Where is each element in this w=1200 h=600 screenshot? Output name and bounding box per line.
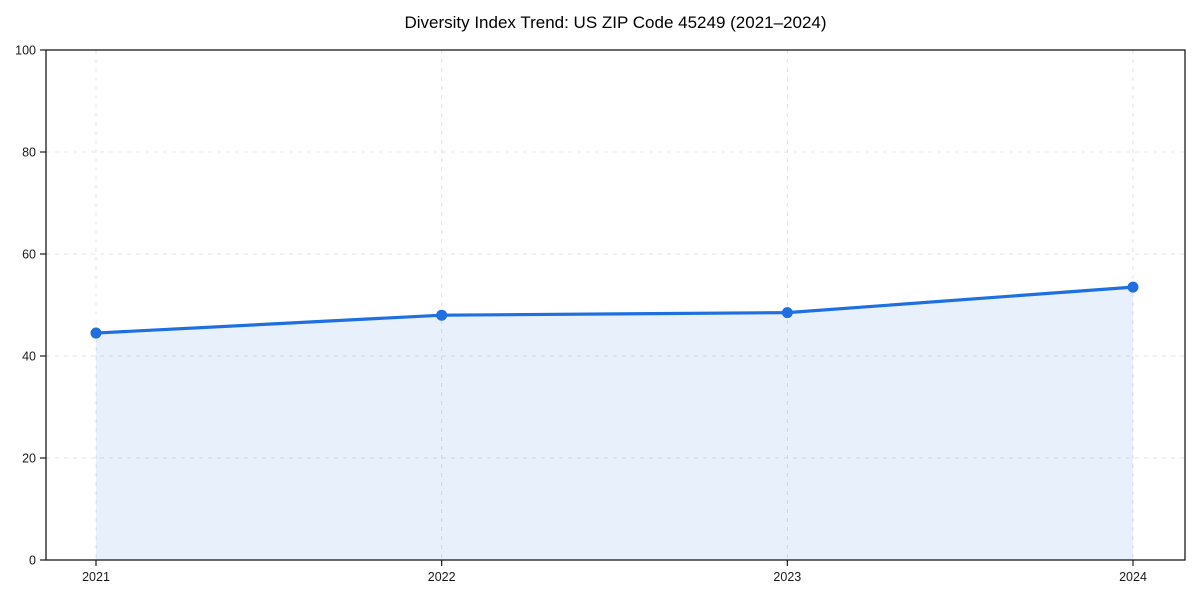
trend-line	[94, 285, 1135, 335]
data-point-2022	[436, 309, 448, 321]
x-tick-label-2023: 2023	[773, 570, 801, 584]
y-tick-label-60: 60	[22, 248, 36, 262]
x-tick-label-2021: 2021	[82, 570, 110, 584]
x-tick-label-2024: 2024	[1119, 570, 1147, 584]
chart-title: Diversity Index Trend: US ZIP Code 45249…	[404, 13, 827, 32]
y-tick-label-80: 80	[22, 146, 36, 160]
y-tick-label-100: 100	[15, 44, 36, 58]
y-tick-label-40: 40	[22, 350, 36, 364]
y-tick-label-20: 20	[22, 452, 36, 466]
area-fill	[96, 287, 1133, 560]
data-point-2023	[781, 307, 793, 319]
data-point-2021	[90, 327, 102, 339]
plot-border	[45, 49, 1186, 561]
y-tick-label-0: 0	[29, 554, 36, 568]
data-point-2024	[1127, 281, 1139, 293]
x-tick-label-2022: 2022	[428, 570, 456, 584]
